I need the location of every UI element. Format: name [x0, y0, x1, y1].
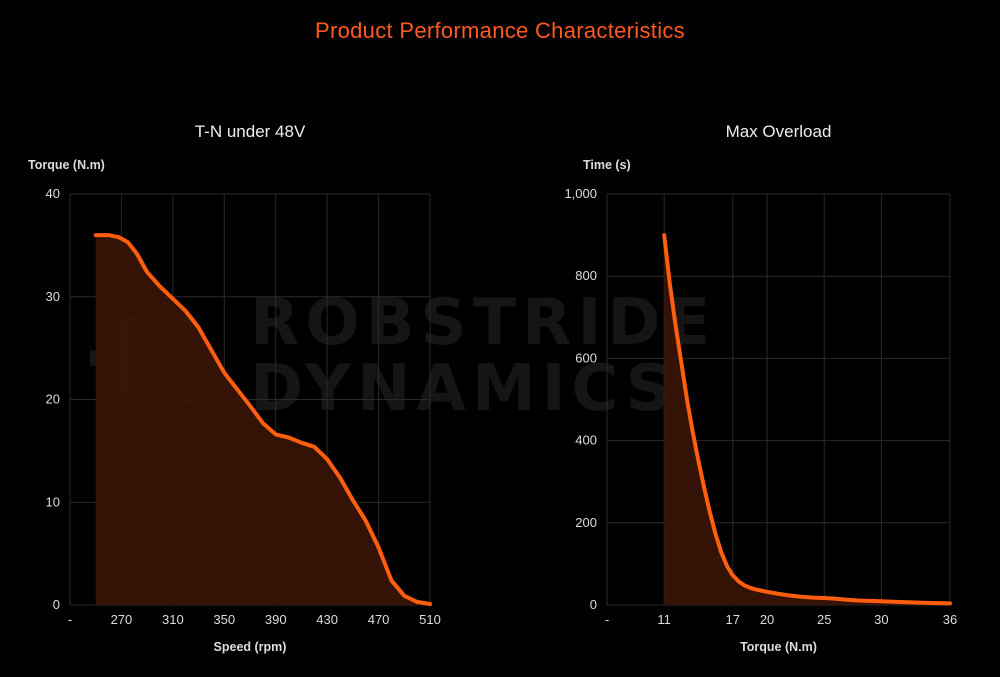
- y-axis-label: Time (s): [583, 158, 631, 172]
- chart-title: T-N under 48V: [195, 122, 306, 141]
- y-tick-label: 600: [575, 350, 597, 365]
- y-tick-label: 0: [53, 597, 60, 612]
- series-line: [93, 233, 432, 606]
- y-tick-label: 20: [46, 392, 60, 407]
- y-axis-label: Torque (N.m): [28, 158, 105, 172]
- y-tick-label: 200: [575, 515, 597, 530]
- x-tick-label: 510: [419, 612, 441, 627]
- x-tick-label: 20: [760, 612, 774, 627]
- x-tick-label: 430: [316, 612, 338, 627]
- y-tick-label: 400: [575, 433, 597, 448]
- tn-chart: T-N under 48V Torque (N.m) Speed (rpm) 0 10 2…: [28, 122, 441, 654]
- x-tick-label: 470: [368, 612, 390, 627]
- x-tick-label: 350: [213, 612, 235, 627]
- x-tick-label: 310: [162, 612, 184, 627]
- x-axis-label: Speed (rpm): [214, 640, 287, 654]
- x-tick-label: 30: [874, 612, 888, 627]
- x-tick-label: 270: [111, 612, 133, 627]
- x-tick-label: 25: [817, 612, 831, 627]
- x-tick-label: 11: [657, 612, 671, 627]
- y-tick-label: 1,000: [564, 186, 597, 201]
- series-area: [664, 235, 950, 605]
- y-tick-label: 800: [575, 268, 597, 283]
- y-tick-label: 10: [46, 494, 60, 509]
- series-line: [662, 233, 952, 606]
- x-tick-label: 17: [726, 612, 740, 627]
- x-tick-label: -: [605, 612, 609, 627]
- x-tick-label: -: [68, 612, 72, 627]
- overload-chart: Max Overload Time (s) Torque (N.m) 0 200 400 6…: [564, 122, 957, 654]
- y-tick-label: 0: [590, 597, 597, 612]
- y-tick-label: 40: [46, 186, 60, 201]
- x-axis-label: Torque (N.m): [740, 640, 817, 654]
- x-tick-label: 390: [265, 612, 287, 627]
- chart-title: Max Overload: [726, 122, 832, 141]
- x-tick-label: 36: [943, 612, 957, 627]
- y-tick-label: 30: [46, 289, 60, 304]
- series-area: [95, 235, 430, 605]
- page-title: Product Performance Characteristics: [315, 18, 685, 43]
